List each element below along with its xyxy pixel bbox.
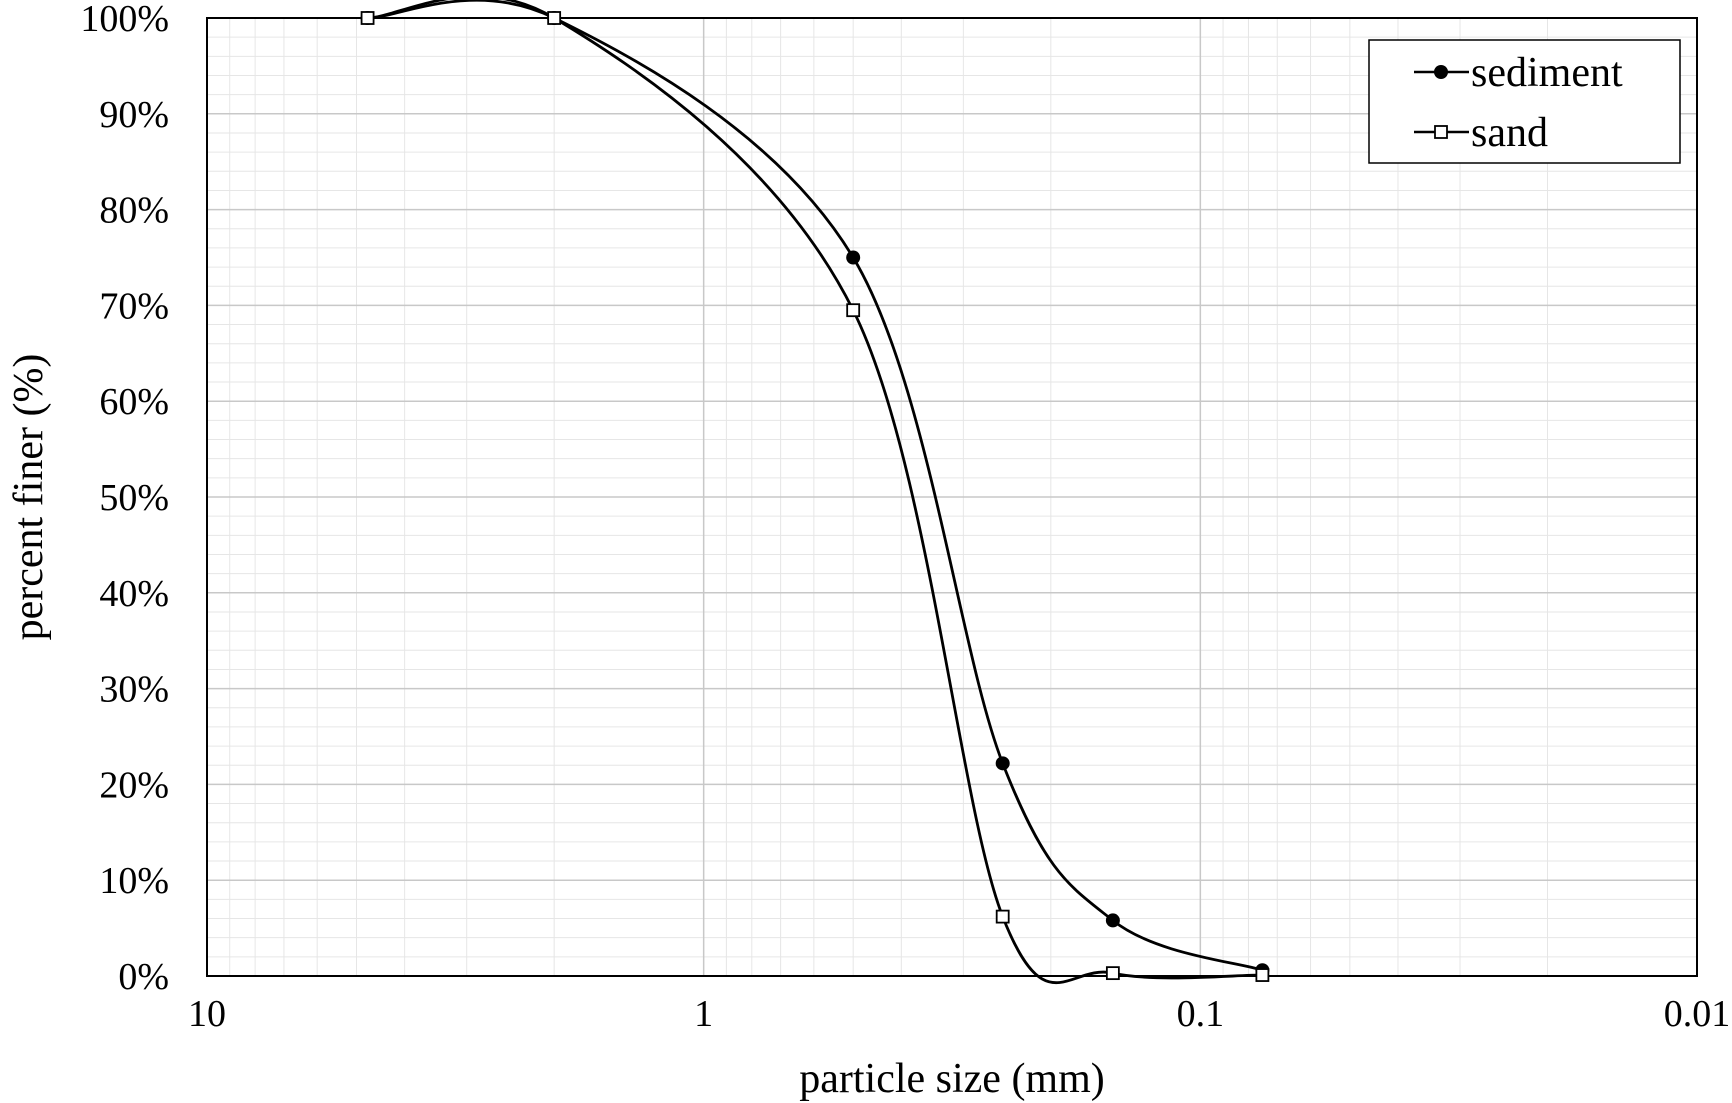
point-sand [360, 11, 375, 25]
point-sand [1255, 968, 1270, 982]
plot-frame [206, 17, 1698, 977]
point-sediment [1105, 913, 1120, 928]
legend-box [1368, 39, 1681, 164]
x-tick-label: 10 [188, 993, 226, 1035]
legend: sediment sand [1368, 39, 1681, 164]
series-line-sand [367, 0, 1263, 985]
y-tick-label: 0% [118, 956, 169, 998]
legend-sediment-label: sediment [1471, 50, 1623, 96]
legend-sand-marker [1434, 125, 1448, 139]
y-axis-title: percent finer (%) [6, 354, 52, 641]
y-tick-labels: 0% 10% 20% 30% 40% 50% 60% 70% 80% 90% 100% [80, 0, 169, 998]
point-sand [995, 909, 1010, 924]
x-tick-label: 0.01 [1664, 993, 1731, 1035]
y-tick-label: 40% [99, 573, 169, 615]
legend-sand-label: sand [1471, 110, 1548, 156]
y-tick-label: 100% [80, 0, 169, 40]
x-tick-label: 0.1 [1177, 993, 1225, 1035]
y-tick-label: 60% [99, 381, 169, 423]
series-line-sediment [367, 0, 1263, 972]
point-sand [547, 11, 562, 25]
x-axis-title: particle size (mm) [799, 1056, 1105, 1102]
y-tick-label: 70% [99, 285, 169, 327]
y-tick-label: 90% [99, 94, 169, 136]
x-tick-label: 1 [694, 993, 713, 1035]
y-tick-label: 20% [99, 764, 169, 806]
point-sediment [846, 250, 861, 265]
y-tick-label: 30% [99, 669, 169, 711]
y-tick-label: 80% [99, 190, 169, 232]
y-tick-label: 50% [99, 477, 169, 519]
legend-sediment-marker [1434, 65, 1448, 79]
point-sediment [995, 756, 1010, 771]
series-layer [360, 0, 1270, 985]
y-tick-label: 10% [99, 860, 169, 902]
point-sand [846, 303, 861, 318]
point-sand [1105, 966, 1120, 981]
x-tick-labels: 10 1 0.1 0.01 [188, 993, 1730, 1035]
